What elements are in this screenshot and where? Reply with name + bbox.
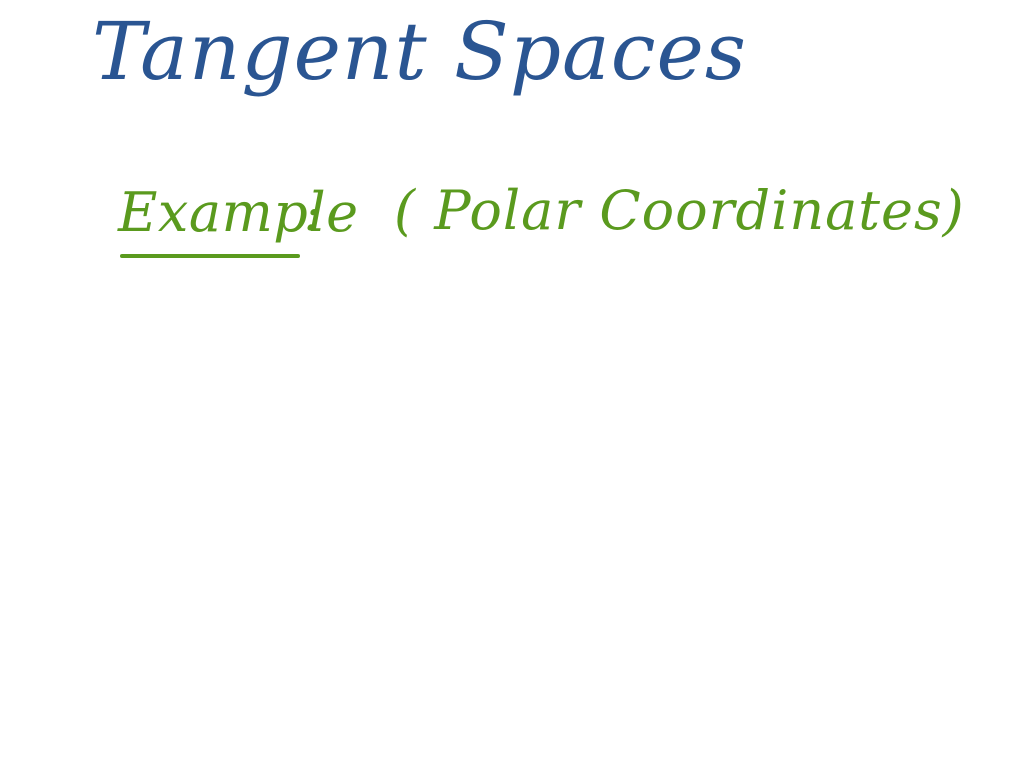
- page-title: Tangent Spaces: [92, 5, 747, 98]
- example-underline: [120, 254, 300, 258]
- example-label: Example: [118, 181, 359, 244]
- example-line: Example : ( Polar Coordinates): [118, 180, 964, 270]
- example-colon: :: [304, 186, 321, 242]
- example-note: ( Polar Coordinates): [394, 179, 965, 242]
